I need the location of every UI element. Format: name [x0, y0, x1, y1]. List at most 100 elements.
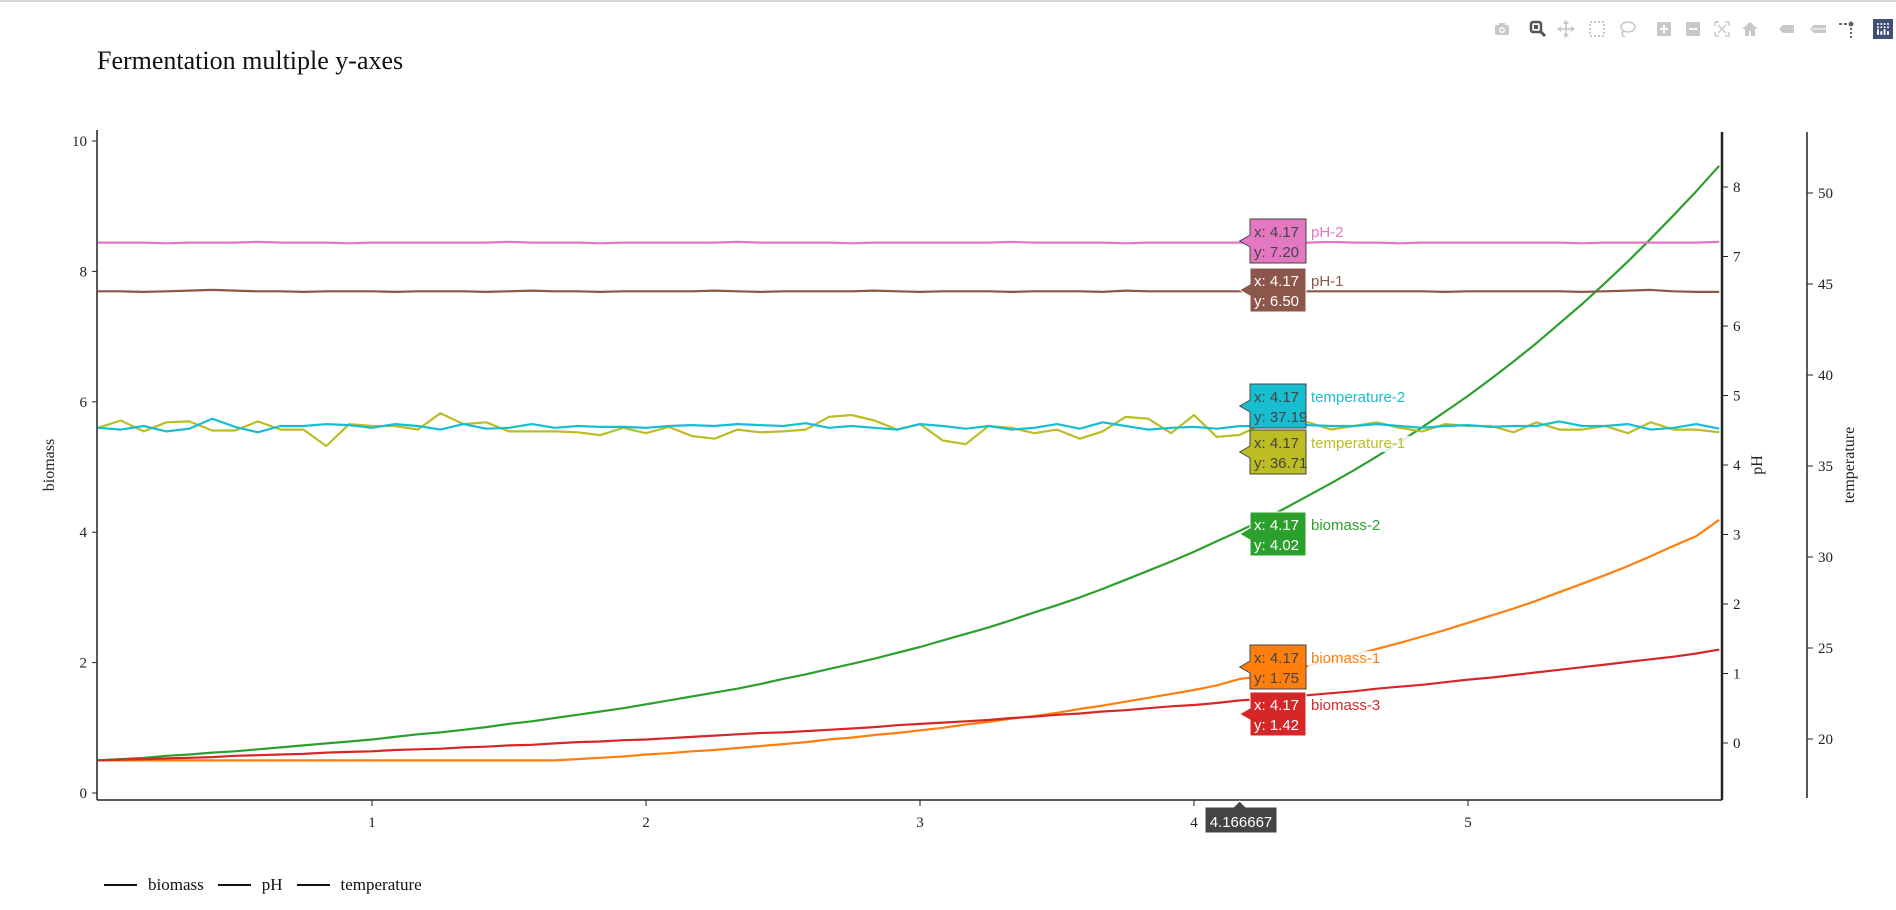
- y2-tick-label: 2: [1733, 597, 1741, 613]
- y2-tick-label: 0: [1733, 736, 1741, 752]
- camera-icon: [1495, 23, 1509, 35]
- lasso-select-icon: [1620, 21, 1636, 38]
- box-select-icon: [1589, 21, 1605, 37]
- plotly-logo-icon: [1873, 19, 1893, 39]
- hover-trace-name: biomass-2: [1311, 517, 1380, 534]
- hover-trace-name: biomass-3: [1311, 697, 1380, 714]
- trace-biomass-1[interactable]: [98, 518, 1720, 762]
- zoom-in-button[interactable]: [1652, 16, 1676, 42]
- hover-y-value: y: 4.02: [1254, 537, 1299, 554]
- trace-pH-2[interactable]: [98, 240, 1720, 245]
- trace-temperature-1[interactable]: [97, 412, 1720, 448]
- y2-tick-label: 6: [1733, 319, 1741, 335]
- y3-tick-label: 45: [1818, 277, 1833, 293]
- autoscale-button[interactable]: [1710, 16, 1734, 42]
- pan-button[interactable]: [1554, 16, 1578, 42]
- y3-tick-label: 35: [1818, 459, 1833, 475]
- legend-label: biomass: [148, 875, 204, 894]
- trace-biomass-3[interactable]: [97, 648, 1720, 762]
- legend-item-biomass[interactable]: biomass: [104, 875, 204, 895]
- y2-tick-label: 3: [1733, 528, 1741, 544]
- trace-temperature-2[interactable]: [97, 417, 1720, 434]
- hover-trace-name: temperature-2: [1311, 389, 1405, 406]
- legend-item-ph[interactable]: pH: [217, 875, 283, 895]
- reset-axes-button[interactable]: [1738, 16, 1762, 42]
- autoscale-icon: [1714, 21, 1730, 37]
- zoom-out-icon: [1686, 22, 1700, 36]
- spike-lines-button[interactable]: [1774, 16, 1798, 42]
- pan-icon: [1557, 20, 1575, 38]
- legend-line-icon: [217, 884, 251, 886]
- y2-tick-label: 4: [1733, 458, 1741, 474]
- hover-x-axis-label: 4.166667: [1204, 800, 1278, 834]
- hover-label-pH-1: x: 4.17 y: 6.50 pH-1: [1238, 267, 1350, 313]
- hover-label-biomass-2: x: 4.17 y: 4.02 biomass-2: [1238, 511, 1395, 557]
- legend-label: pH: [261, 875, 283, 894]
- y3-tick-label: 40: [1818, 368, 1833, 384]
- x-tick-label: 1: [368, 815, 376, 831]
- hover-label-biomass-3: x: 4.17 y: 1.42 biomass-3: [1238, 691, 1395, 737]
- y-tick-label: 10: [72, 134, 87, 150]
- hover-trace-name: pH-2: [1311, 224, 1344, 241]
- hover-compare-button[interactable]: [1835, 16, 1859, 42]
- plotly-logo-button[interactable]: [1871, 16, 1895, 42]
- hover-y-value: y: 1.75: [1254, 670, 1299, 687]
- reset-axes-icon: [1742, 22, 1758, 36]
- hover-x-value: x: 4.17: [1254, 435, 1299, 452]
- zoom-out-button[interactable]: [1681, 16, 1705, 42]
- hover-trace-name: biomass-1: [1311, 650, 1380, 667]
- zoom-in-icon: [1657, 22, 1671, 36]
- trace-pH-1[interactable]: [98, 288, 1720, 293]
- hover-closest-icon: [1810, 25, 1826, 33]
- hover-label-pH-2: x: 4.17 y: 7.20 pH-2: [1238, 218, 1350, 264]
- top-border: [0, 0, 1896, 2]
- y2-axis-title: pH: [1749, 455, 1766, 475]
- hover-x-axis-value: 4.166667: [1210, 814, 1273, 831]
- x-tick-label: 5: [1464, 815, 1472, 831]
- traces: [97, 165, 1721, 762]
- y-tick-label: 6: [80, 395, 88, 411]
- hover-trace-name: temperature-1: [1311, 435, 1405, 452]
- hover-y-value: y: 7.20: [1254, 244, 1299, 261]
- y-tick-label: 8: [80, 264, 88, 280]
- chart-title: Fermentation multiple y-axes: [97, 46, 404, 75]
- camera-button[interactable]: [1490, 16, 1514, 42]
- legend-item-temperature[interactable]: temperature: [296, 875, 422, 895]
- y3-tick-label: 50: [1818, 186, 1833, 202]
- x-tick-label: 4: [1190, 815, 1198, 831]
- spike-lines-icon: [1779, 25, 1794, 33]
- legend-line-icon: [296, 884, 330, 886]
- hover-x-value: x: 4.17: [1254, 273, 1299, 290]
- hover-y-value: y: 37.19: [1254, 409, 1307, 426]
- hover-compare-icon: [1839, 21, 1854, 38]
- hover-x-value: x: 4.17: [1254, 517, 1299, 534]
- legend-line-icon: [104, 884, 137, 886]
- y3-tick-label: 30: [1818, 550, 1833, 566]
- hover-x-value: x: 4.17: [1254, 389, 1299, 406]
- y2-tick-label: 1: [1733, 667, 1741, 683]
- zoom-button[interactable]: [1526, 16, 1550, 42]
- hover-x-value: x: 4.17: [1254, 224, 1299, 241]
- hover-x-value: x: 4.17: [1254, 697, 1299, 714]
- box-select-button[interactable]: [1585, 16, 1609, 42]
- trace-biomass-2[interactable]: [97, 165, 1721, 762]
- hover-label-biomass-1: x: 4.17 y: 1.75 biomass-1: [1238, 644, 1395, 690]
- y2-tick-label: 7: [1733, 250, 1741, 266]
- hover-y-value: y: 36.71: [1254, 455, 1307, 472]
- y2-tick-label: 5: [1733, 389, 1741, 405]
- lasso-select-button[interactable]: [1615, 16, 1639, 42]
- x-tick-label: 2: [642, 815, 650, 831]
- legend-label: temperature: [340, 875, 422, 894]
- y2-tick-label: 8: [1733, 180, 1741, 196]
- y-axis-title: biomass: [41, 439, 58, 491]
- hover-closest-button[interactable]: [1806, 16, 1830, 42]
- zoom-icon: [1529, 20, 1547, 38]
- y-tick-label: 2: [80, 656, 88, 672]
- y3-tick-label: 20: [1818, 732, 1833, 748]
- y-tick-label: 0: [80, 786, 88, 802]
- hover-x-value: x: 4.17: [1254, 650, 1299, 667]
- y3-tick-label: 25: [1818, 641, 1833, 657]
- legend: biomass pH temperature: [104, 873, 436, 897]
